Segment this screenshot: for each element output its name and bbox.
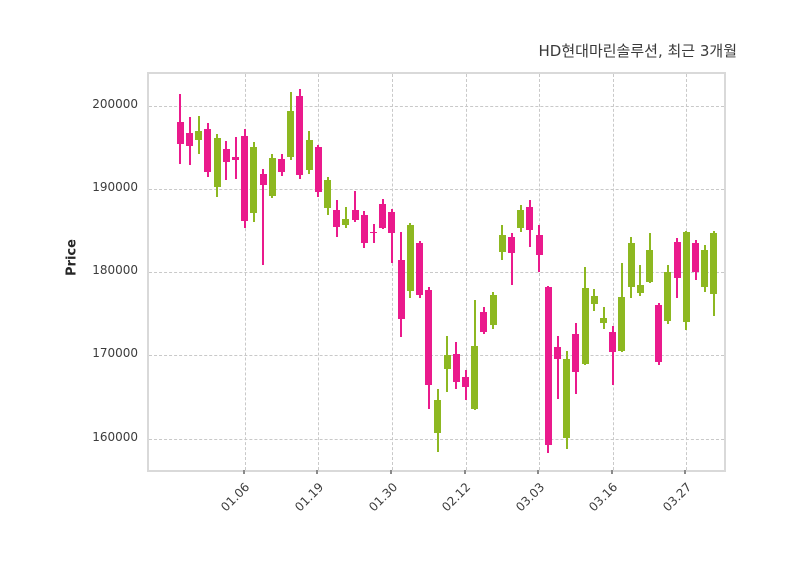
candle-body-up: [636, 284, 644, 294]
y-gridline: [149, 438, 724, 440]
candle-body-down: [673, 241, 681, 279]
x-tick-mark: [389, 470, 392, 474]
candle-body-up: [517, 210, 525, 229]
candle-body-up: [682, 231, 690, 323]
y-tick-label: 170000: [92, 346, 138, 361]
candle-body-up: [710, 233, 718, 294]
candle-body-down: [388, 211, 396, 234]
y-tick-label: 180000: [92, 263, 138, 278]
y-gridline: [149, 272, 724, 274]
y-gridline: [149, 355, 724, 357]
candle-wick: [639, 264, 642, 297]
candle-wick: [611, 325, 614, 386]
candle-body-down: [572, 333, 580, 372]
candle-body-down: [241, 136, 249, 221]
candle-body-up: [268, 157, 276, 196]
candle-body-up: [213, 137, 221, 187]
candle-body-up: [701, 250, 709, 287]
x-gridline: [244, 74, 246, 470]
candle-body-up: [646, 250, 653, 282]
candle-body-down: [379, 203, 387, 228]
candle-body-up: [342, 218, 350, 226]
candle-body-up: [563, 358, 571, 439]
x-tick-mark: [463, 470, 466, 474]
x-gridline: [539, 74, 541, 470]
candle-body-down: [655, 304, 663, 363]
y-gridline: [149, 189, 724, 191]
candle-body-up: [618, 296, 626, 351]
candle-body-down: [351, 210, 359, 221]
x-tick-label: 03.27: [584, 476, 694, 514]
candle-wick: [556, 335, 559, 399]
x-tick-mark: [316, 470, 319, 474]
candle-body-down: [314, 147, 322, 192]
candle-body-down: [204, 128, 212, 172]
candle-body-down: [535, 235, 543, 255]
candle-body-up: [406, 225, 414, 292]
x-gridline: [391, 74, 393, 470]
candle-body-up: [443, 355, 451, 370]
candle-body-up: [195, 131, 203, 141]
candle-body-down: [360, 215, 368, 244]
candle-body-up: [250, 147, 258, 214]
x-gridline: [612, 74, 614, 470]
candle-body-up: [434, 400, 442, 434]
candle-body-down: [544, 286, 552, 446]
candle-body-down: [296, 95, 304, 176]
candle-body-up: [471, 345, 479, 409]
candle-wick: [262, 168, 265, 265]
x-tick-mark: [537, 470, 540, 474]
candle-body-down: [278, 158, 285, 172]
candle-wick: [390, 209, 393, 264]
candle-body-down: [554, 347, 561, 359]
candle-body-up: [305, 140, 313, 171]
y-tick-label: 190000: [92, 180, 138, 195]
candle-body-down: [526, 206, 534, 230]
candle-body-up: [287, 110, 295, 157]
candle-body-down: [370, 231, 377, 234]
candle-wick: [510, 233, 513, 285]
candle-body-down: [222, 148, 230, 162]
candle-body-up: [324, 180, 331, 209]
candle-body-up: [590, 295, 598, 304]
candle-body-down: [425, 289, 433, 386]
candle-body-down: [480, 312, 488, 333]
candle-body-down: [397, 260, 405, 319]
x-tick-mark: [610, 470, 613, 474]
candle-wick: [354, 191, 357, 222]
x-gridline: [465, 74, 467, 470]
candle-body-down: [232, 157, 239, 161]
candle-body-down: [416, 243, 423, 295]
y-gridline: [149, 106, 724, 108]
candle-body-up: [489, 294, 497, 326]
candle-body-up: [581, 288, 589, 364]
candle-wick: [602, 306, 605, 329]
x-tick-label-text: 03.27: [660, 480, 695, 515]
candle-wick: [344, 206, 347, 229]
y-tick-label: 160000: [92, 429, 138, 444]
chart-title: HD현대마린솔루션, 최근 3개월: [538, 42, 737, 60]
candle-body-down: [462, 377, 469, 387]
candle-body-up: [498, 235, 506, 252]
y-tick-label: 200000: [92, 97, 138, 112]
candlestick-plot-area: [147, 72, 726, 472]
candle-body-up: [627, 243, 635, 287]
candle-body-down: [609, 332, 617, 353]
x-tick-mark: [684, 470, 687, 474]
candle-body-down: [186, 132, 193, 147]
candle-body-down: [508, 236, 515, 254]
candle-body-up: [600, 318, 607, 324]
candle-body-down: [333, 210, 341, 227]
x-tick-mark: [242, 470, 245, 474]
candle-body-down: [452, 353, 460, 382]
candle-body-down: [176, 122, 184, 144]
candle-body-down: [692, 243, 699, 272]
candle-body-down: [259, 173, 267, 186]
candle-body-up: [664, 271, 672, 321]
x-gridline: [318, 74, 320, 470]
